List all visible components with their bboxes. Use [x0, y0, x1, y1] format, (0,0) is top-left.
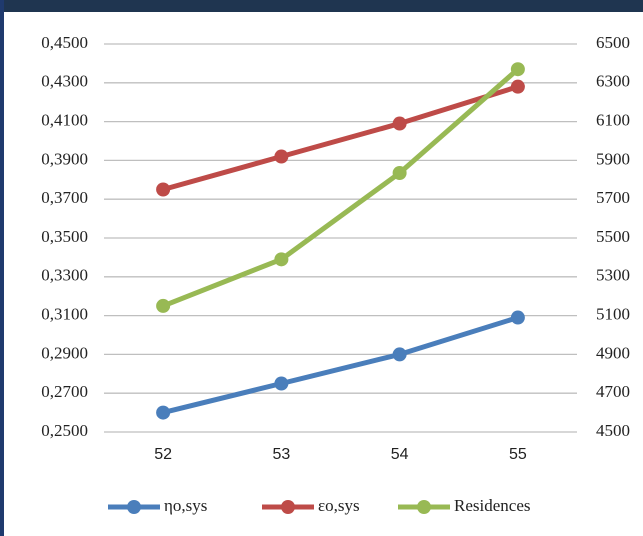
x-tick-label: 53 [272, 446, 290, 463]
legend-marker [281, 500, 295, 514]
series-line [162, 315, 519, 416]
point [392, 116, 407, 131]
point [274, 252, 289, 267]
legend-label: εo,sys [318, 496, 360, 515]
y-tick-label: 0,3700 [41, 188, 88, 207]
y-tick-label: 0,3500 [41, 227, 88, 246]
x-tick-label: 55 [509, 446, 527, 463]
point [274, 376, 289, 391]
legend-marker [417, 500, 431, 514]
top-strip [0, 0, 643, 12]
point [510, 62, 525, 77]
point [392, 347, 407, 362]
y-tick-label: 0,3300 [41, 266, 88, 285]
y2-tick-label: 5100 [596, 305, 630, 324]
y2-tick-label: 4700 [596, 382, 630, 401]
y-tick-label: 0,3100 [41, 305, 88, 324]
y-tick-label: 0,4300 [41, 72, 88, 91]
y2-tick-label: 6100 [596, 111, 630, 130]
x-tick-label: 54 [391, 446, 409, 463]
y-tick-label: 0,2900 [41, 343, 88, 362]
legend-label: Residences [454, 496, 530, 515]
y2-tick-label: 5500 [596, 227, 630, 246]
point [510, 310, 525, 325]
y-tick-label: 0,2500 [41, 421, 88, 440]
y2-tick-label: 5700 [596, 188, 630, 207]
y2-tick-label: 6500 [596, 33, 630, 52]
point [274, 149, 289, 164]
y2-tick-label: 6300 [596, 72, 630, 91]
x-tick-label: 52 [154, 446, 172, 463]
y2-tick-label: 4500 [596, 421, 630, 440]
y2-tick-label: 5900 [596, 149, 630, 168]
series-line [162, 84, 519, 192]
y-tick-label: 0,2700 [41, 382, 88, 401]
y2-tick-label: 4900 [596, 343, 630, 362]
point [156, 298, 171, 313]
point [156, 182, 171, 197]
point [392, 166, 407, 181]
y-tick-label: 0,3900 [41, 149, 88, 168]
legend-label: ηo,sys [164, 496, 207, 515]
point [510, 79, 525, 94]
left-border [0, 0, 4, 536]
y2-tick-label: 5300 [596, 266, 630, 285]
series-line [162, 67, 520, 309]
point [156, 405, 171, 420]
legend-marker [127, 500, 141, 514]
y-tick-label: 0,4100 [41, 111, 88, 130]
y-tick-label: 0,4500 [41, 33, 88, 52]
